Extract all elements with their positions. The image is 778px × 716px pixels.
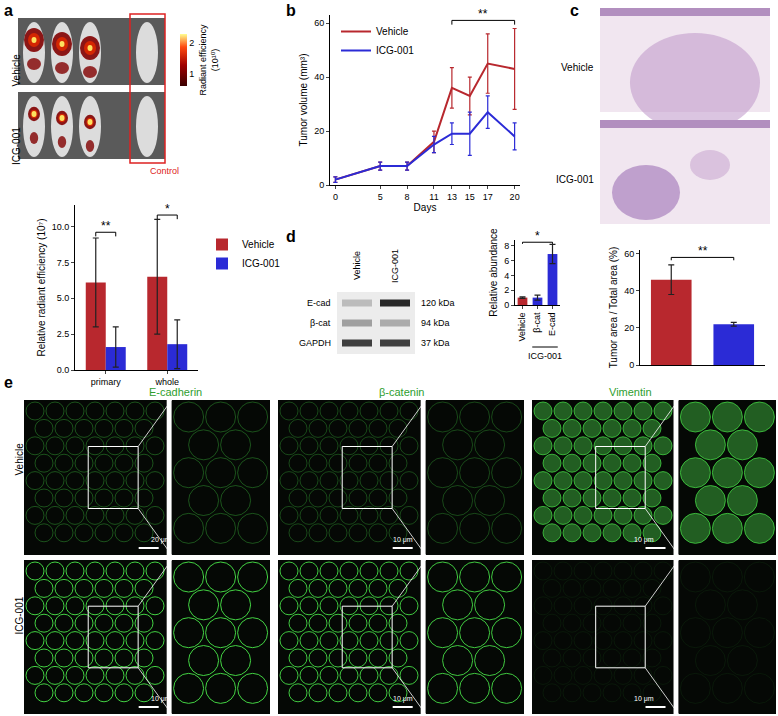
- svg-text:40: 40: [314, 72, 324, 82]
- svg-text:**: **: [698, 244, 708, 258]
- svg-text:20: 20: [510, 192, 520, 202]
- svg-text:*: *: [535, 229, 540, 243]
- svg-text:b: b: [286, 2, 296, 19]
- svg-text:8: 8: [504, 241, 509, 251]
- svg-text:Vehicle: Vehicle: [561, 62, 594, 73]
- svg-text:10.0: 10.0: [52, 222, 70, 232]
- svg-text:4: 4: [504, 271, 509, 281]
- svg-text:60: 60: [314, 18, 324, 28]
- svg-text:0: 0: [504, 300, 509, 310]
- svg-text:20 μm: 20 μm: [151, 536, 171, 544]
- svg-text:10 μm: 10 μm: [393, 695, 413, 703]
- svg-text:Control: Control: [150, 166, 179, 176]
- svg-text:40: 40: [624, 286, 634, 296]
- svg-text:0: 0: [629, 360, 634, 370]
- svg-text:Vehicle: Vehicle: [376, 26, 409, 37]
- svg-text:E-cad: E-cad: [547, 313, 557, 337]
- svg-text:ICG-001: ICG-001: [390, 249, 400, 283]
- svg-text:Relative abundance: Relative abundance: [488, 228, 499, 317]
- svg-text:Radiant efficiency(10¹⁰): Radiant efficiency(10¹⁰): [198, 24, 220, 95]
- svg-text:e: e: [4, 374, 13, 391]
- svg-text:20: 20: [314, 126, 324, 136]
- svg-text:Relative radiant efficiency (1: Relative radiant efficiency (10⁷): [36, 219, 47, 357]
- svg-text:10 μm: 10 μm: [151, 695, 171, 703]
- svg-text:**: **: [101, 219, 111, 233]
- svg-text:0: 0: [333, 192, 338, 202]
- svg-text:2.5: 2.5: [57, 329, 70, 339]
- svg-text:8: 8: [405, 192, 410, 202]
- svg-text:**: **: [478, 7, 488, 21]
- svg-text:Days: Days: [414, 202, 437, 213]
- svg-text:Tumor volume (mm³): Tumor volume (mm³): [298, 54, 309, 147]
- svg-text:Vehicle: Vehicle: [14, 443, 25, 476]
- svg-text:20: 20: [624, 323, 634, 333]
- svg-text:6: 6: [504, 256, 509, 266]
- svg-text:c: c: [570, 2, 579, 19]
- svg-text:β-cat: β-cat: [532, 312, 542, 333]
- svg-text:GAPDH: GAPDH: [299, 338, 331, 348]
- svg-text:d: d: [286, 228, 296, 245]
- svg-text:ICG-001: ICG-001: [11, 127, 22, 165]
- svg-text:2: 2: [189, 38, 194, 48]
- svg-text:11: 11: [429, 192, 438, 202]
- svg-text:10 μm: 10 μm: [634, 695, 654, 703]
- svg-text:ICG-001: ICG-001: [556, 174, 594, 185]
- svg-text:Vimentin: Vimentin: [609, 386, 652, 398]
- svg-text:2: 2: [504, 285, 509, 295]
- svg-text:37 kDa: 37 kDa: [421, 338, 450, 348]
- svg-text:ICG-001: ICG-001: [242, 258, 280, 269]
- svg-text:β-catenin: β-catenin: [379, 386, 424, 398]
- svg-text:a: a: [4, 2, 13, 19]
- svg-text:*: *: [165, 202, 170, 216]
- svg-text:60: 60: [624, 249, 634, 259]
- svg-text:Vehicle: Vehicle: [517, 313, 527, 342]
- svg-text:whole: whole: [154, 377, 179, 387]
- svg-text:15: 15: [465, 192, 475, 202]
- svg-text:94 kDa: 94 kDa: [421, 318, 450, 328]
- svg-text:Vehicle: Vehicle: [242, 239, 275, 250]
- svg-text:ICG-001: ICG-001: [14, 596, 25, 634]
- svg-text:Tumor area / Total area (%): Tumor area / Total area (%): [608, 247, 619, 369]
- svg-text:10 μm: 10 μm: [393, 536, 413, 544]
- svg-text:0: 0: [319, 180, 324, 190]
- svg-text:ICG-001: ICG-001: [528, 351, 562, 361]
- svg-text:0.0: 0.0: [57, 365, 70, 375]
- svg-text:7.5: 7.5: [57, 258, 70, 268]
- svg-text:primary: primary: [91, 377, 122, 387]
- svg-text:Vehicle: Vehicle: [11, 54, 22, 87]
- svg-text:5.0: 5.0: [57, 293, 70, 303]
- svg-text:1: 1: [189, 69, 194, 79]
- svg-text:13: 13: [447, 192, 457, 202]
- svg-text:120 kDa: 120 kDa: [421, 298, 455, 308]
- svg-text:10 μm: 10 μm: [634, 536, 654, 544]
- svg-text:17: 17: [483, 192, 493, 202]
- svg-text:5: 5: [378, 192, 383, 202]
- svg-text:Vehicle: Vehicle: [352, 251, 362, 280]
- svg-text:E-cadherin: E-cadherin: [149, 386, 202, 398]
- svg-text:E-cad: E-cad: [307, 298, 331, 308]
- svg-text:ICG-001: ICG-001: [376, 45, 414, 56]
- svg-text:β-cat: β-cat: [310, 318, 331, 328]
